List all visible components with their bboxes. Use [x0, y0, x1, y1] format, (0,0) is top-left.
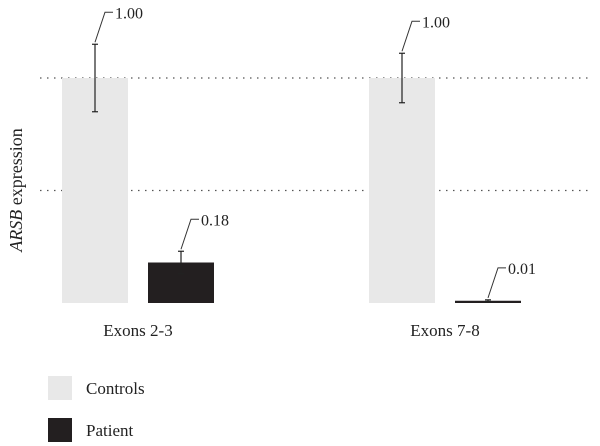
value-leader-controls-2: [401, 20, 420, 52]
legend-label-patient: Patient: [86, 421, 133, 440]
value-label-patient-2: 0.01: [508, 261, 536, 278]
category-label-1: Exons 2-3: [103, 321, 172, 340]
category-label-2: Exons 7-8: [410, 321, 479, 340]
legend-swatch-patient: [48, 418, 72, 442]
value-label-controls-2: 1.00: [422, 14, 450, 31]
y-axis-label: ARSB expression: [6, 128, 26, 252]
legend-label-controls: Controls: [86, 379, 145, 398]
value-label-controls-1: 1.00: [115, 5, 143, 22]
bar-controls-1: [62, 78, 128, 303]
value-leader-controls-1: [94, 11, 113, 43]
bar-controls-2: [369, 78, 435, 303]
y-axis-label-gene: ARSB: [6, 210, 26, 253]
legend-swatch-controls: [48, 376, 72, 400]
value-leader-patient-1: [180, 218, 199, 250]
value-leader-patient-2: [487, 267, 506, 299]
y-axis-label-rest: expression: [6, 128, 26, 209]
value-label-patient-1: 0.18: [201, 212, 229, 229]
plot-area: 1.00 1.00 0.18 0.01 Exons 2-3 Exons 7-8: [40, 5, 590, 340]
legend: Controls Patient: [48, 376, 145, 442]
